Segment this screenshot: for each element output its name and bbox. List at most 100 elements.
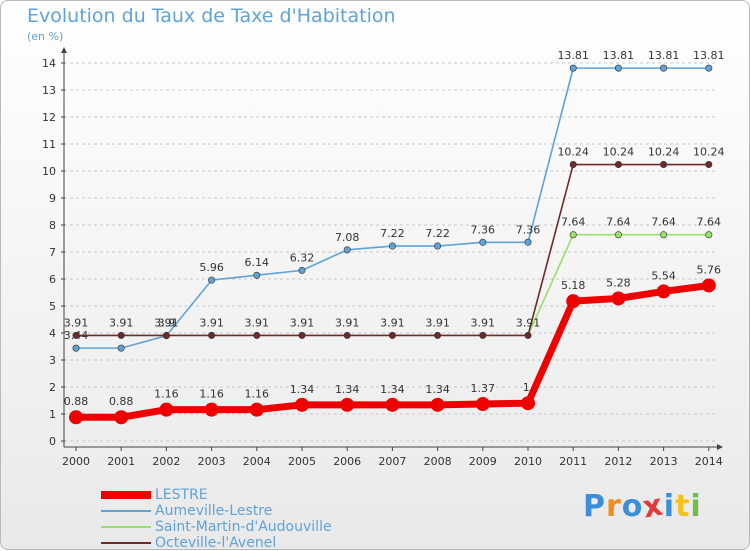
data-point-octeville-l-avenel <box>660 161 668 169</box>
x-tick-label: 2007 <box>378 455 406 468</box>
data-point-aumeville-lestre <box>705 64 713 72</box>
data-label-lestre: 5.54 <box>651 269 676 282</box>
data-label-lestre: 1.34 <box>290 383 315 396</box>
data-point-lestre <box>656 284 671 299</box>
x-tick-label: 2013 <box>650 455 678 468</box>
data-label-octeville-l-avenel: 3.91 <box>516 316 541 329</box>
data-point-aumeville-lestre <box>434 242 442 250</box>
x-tick-label: 2011 <box>559 455 587 468</box>
x-tick-label: 2002 <box>152 455 180 468</box>
y-tick-label: 3 <box>49 354 56 367</box>
data-point-lestre <box>701 278 716 293</box>
series-line-aumeville-lestre <box>76 67 709 349</box>
data-label-octeville-l-avenel: 10.24 <box>693 146 725 159</box>
data-label-aumeville-lestre: 5.96 <box>199 261 224 274</box>
logo-letter: x <box>640 487 667 526</box>
unit-label: (en %) <box>27 30 64 43</box>
data-point-aumeville-lestre <box>208 276 216 284</box>
data-label-octeville-l-avenel: 3.91 <box>199 316 224 329</box>
data-label-lestre: 1. <box>523 381 534 394</box>
y-axis-arrow <box>61 47 67 53</box>
y-tick-label: 13 <box>42 84 56 97</box>
chart-title: Evolution du Taux de Taxe d'Habitation <box>27 5 396 27</box>
data-label-aumeville-lestre: 7.22 <box>380 227 405 240</box>
data-point-octeville-l-avenel <box>479 331 487 339</box>
data-label-lestre: 1.34 <box>425 383 450 396</box>
data-point-lestre <box>204 402 219 417</box>
legend-label: Saint-Martin-d'Audouville <box>155 519 332 535</box>
data-label-saint-martin-d-audouville: 7.64 <box>697 216 722 229</box>
data-label-aumeville-lestre: 13.81 <box>693 49 725 62</box>
data-label-aumeville-lestre: 7.36 <box>471 223 496 236</box>
data-point-aumeville-lestre <box>569 64 577 72</box>
data-point-lestre <box>340 397 355 412</box>
data-point-octeville-l-avenel <box>705 161 713 169</box>
data-point-aumeville-lestre <box>72 344 80 352</box>
data-label-octeville-l-avenel: 3.91 <box>154 316 179 329</box>
data-point-aumeville-lestre <box>343 246 351 254</box>
data-label-aumeville-lestre: 6.14 <box>245 256 270 269</box>
series-line-octeville-l-avenel <box>76 163 709 337</box>
x-tick-label: 2009 <box>469 455 497 468</box>
data-label-lestre: 1.16 <box>245 388 270 401</box>
data-label-octeville-l-avenel: 3.91 <box>290 316 315 329</box>
data-point-lestre <box>249 402 264 417</box>
y-tick-label: 12 <box>42 111 56 124</box>
legend-swatch <box>101 542 151 544</box>
data-point-aumeville-lestre <box>524 238 532 246</box>
x-tick-label: 2005 <box>288 455 316 468</box>
data-label-aumeville-lestre: 7.36 <box>516 223 541 236</box>
data-point-aumeville-lestre <box>117 344 125 352</box>
legend-label: LESTRE <box>155 487 208 503</box>
logo-letter: o <box>621 489 644 524</box>
data-label-lestre: 1.37 <box>471 382 496 395</box>
logo-letter: i <box>663 489 676 524</box>
x-tick-label: 2006 <box>333 455 361 468</box>
data-point-aumeville-lestre <box>388 242 396 250</box>
logo-letter: t <box>675 489 691 524</box>
data-point-aumeville-lestre <box>479 238 487 246</box>
y-tick-label: 0 <box>49 435 56 448</box>
y-tick-label: 14 <box>42 57 56 70</box>
data-label-lestre: 5.18 <box>561 279 586 292</box>
y-tick-label: 7 <box>49 246 56 259</box>
y-tick-label: 5 <box>49 300 56 313</box>
data-label-saint-martin-d-audouville: 7.64 <box>606 216 631 229</box>
data-label-octeville-l-avenel: 10.24 <box>557 146 589 159</box>
y-tick-label: 1 <box>49 408 56 421</box>
x-tick-label: 2014 <box>695 455 723 468</box>
data-label-lestre: 1.34 <box>380 383 405 396</box>
data-label-lestre: 5.28 <box>606 276 631 289</box>
data-label-aumeville-lestre: 7.22 <box>425 227 450 240</box>
y-tick-label: 9 <box>49 192 56 205</box>
data-label-octeville-l-avenel: 3.91 <box>425 316 450 329</box>
data-label-saint-martin-d-audouville: 7.64 <box>651 216 676 229</box>
data-point-octeville-l-avenel <box>72 331 80 339</box>
data-point-octeville-l-avenel <box>162 331 170 339</box>
logo-letter: r <box>606 489 622 524</box>
data-point-octeville-l-avenel <box>569 161 577 169</box>
y-tick-label: 8 <box>49 219 56 232</box>
y-tick-label: 6 <box>49 273 56 286</box>
x-tick-label: 2001 <box>107 455 135 468</box>
data-label-octeville-l-avenel: 3.91 <box>109 316 134 329</box>
data-point-aumeville-lestre <box>298 266 306 274</box>
legend-swatch <box>101 510 151 512</box>
data-point-aumeville-lestre <box>660 64 668 72</box>
data-point-lestre <box>114 410 129 425</box>
logo-letter: i <box>690 489 702 524</box>
data-label-octeville-l-avenel: 3.91 <box>245 316 270 329</box>
data-label-aumeville-lestre: 13.81 <box>648 49 680 62</box>
x-tick-label: 2012 <box>604 455 632 468</box>
data-label-octeville-l-avenel: 10.24 <box>603 146 635 159</box>
data-label-aumeville-lestre: 6.32 <box>290 251 315 264</box>
data-label-octeville-l-avenel: 3.91 <box>380 316 405 329</box>
data-label-octeville-l-avenel: 3.91 <box>335 316 360 329</box>
x-tick-label: 2008 <box>424 455 452 468</box>
data-point-lestre <box>159 402 174 417</box>
x-tick-label: 2004 <box>243 455 271 468</box>
y-tick-label: 4 <box>49 327 56 340</box>
data-point-lestre <box>69 410 83 425</box>
data-label-lestre: 1.34 <box>335 383 360 396</box>
